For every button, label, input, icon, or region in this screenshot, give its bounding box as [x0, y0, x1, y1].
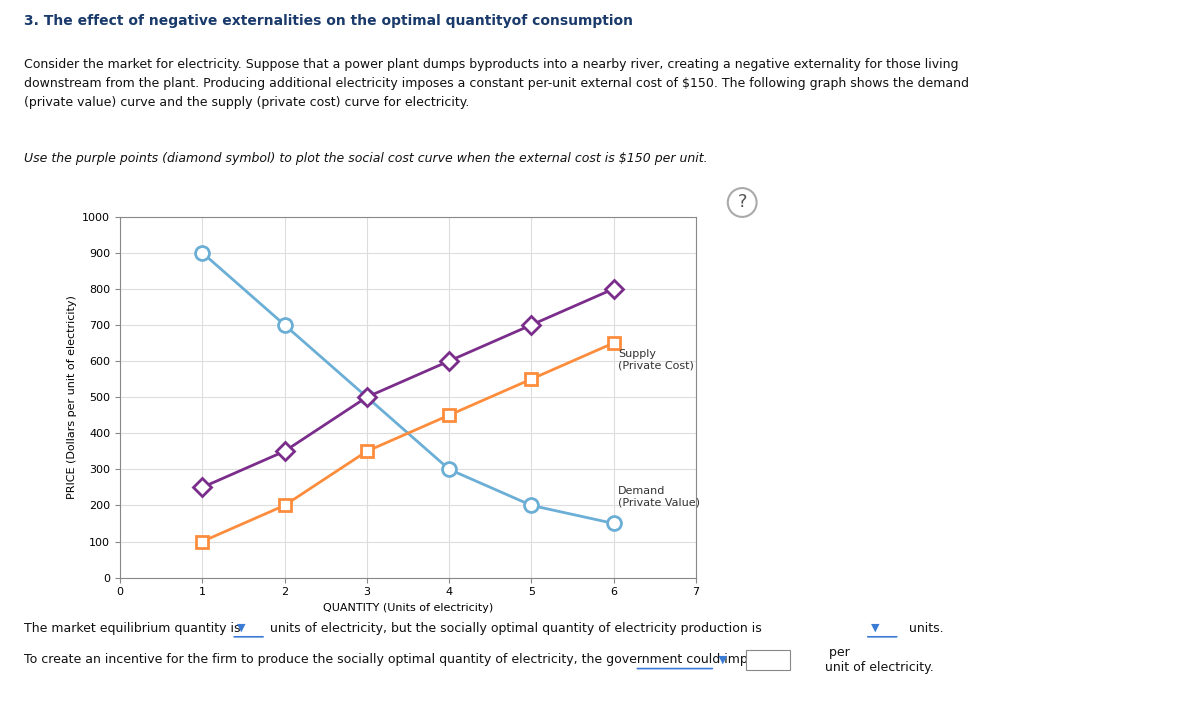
Text: Demand
(Private Value): Demand (Private Value)	[618, 486, 700, 508]
Text: per
unit of electricity.: per unit of electricity.	[824, 646, 934, 674]
X-axis label: QUANTITY (Units of electricity): QUANTITY (Units of electricity)	[323, 603, 493, 613]
Text: ▼: ▼	[871, 623, 880, 633]
Text: Supply
(Private Cost): Supply (Private Cost)	[618, 349, 694, 370]
Text: The market equilibrium quantity is: The market equilibrium quantity is	[24, 622, 245, 635]
Text: ?: ?	[738, 193, 746, 212]
Text: Consider the market for electricity. Suppose that a power plant dumps byproducts: Consider the market for electricity. Sup…	[24, 58, 970, 109]
Text: To create an incentive for the firm to produce the socially optimal quantity of : To create an incentive for the firm to p…	[24, 653, 785, 666]
Text: units.: units.	[905, 622, 944, 635]
Text: Social Cost: Social Cost	[598, 276, 660, 286]
Text: 3. The effect of negative externalities on the optimal quantityof consumption: 3. The effect of negative externalities …	[24, 14, 634, 28]
Text: ▼: ▼	[238, 623, 246, 633]
Y-axis label: PRICE (Dollars per unit of electricity): PRICE (Dollars per unit of electricity)	[67, 295, 77, 499]
Text: of $: of $	[750, 653, 778, 666]
Text: units of electricity, but the socially optimal quantity of electricity productio: units of electricity, but the socially o…	[266, 622, 766, 635]
Text: ▼: ▼	[715, 655, 731, 665]
Text: Use the purple points (diamond symbol) to plot the social cost curve when the ex: Use the purple points (diamond symbol) t…	[24, 152, 708, 165]
